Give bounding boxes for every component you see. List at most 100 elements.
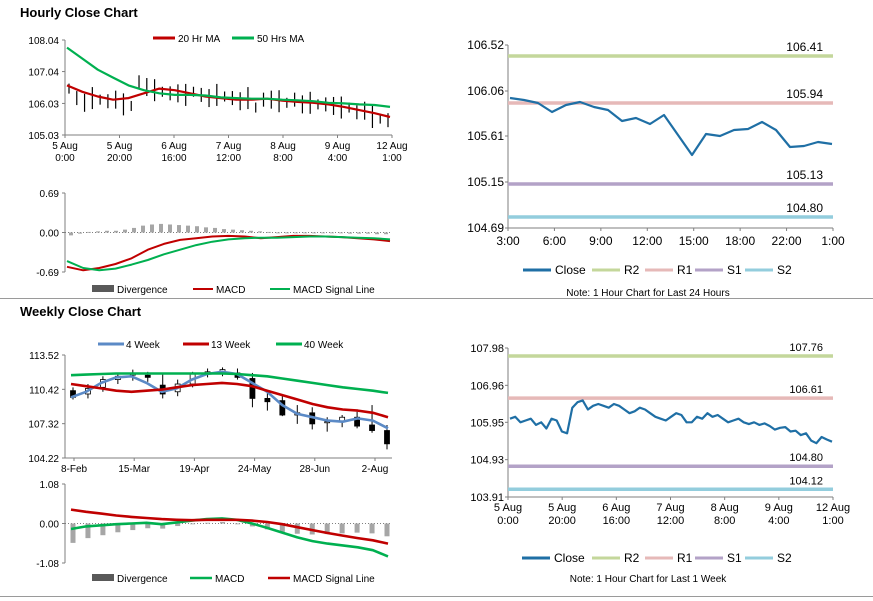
- hourly-price-x-tick-label: 20:00: [107, 153, 132, 164]
- hourly-price-x-tick-label: 4:00: [328, 153, 348, 164]
- hourly-divergence-bar: [267, 231, 271, 233]
- hourly-levels-y-tick-label: 104.69: [467, 221, 504, 235]
- hourly-levels-legend-label: S2: [777, 263, 792, 277]
- weekly-price-x-tick-label: 2-Aug: [362, 464, 389, 475]
- weekly-divergence-bar: [70, 523, 76, 543]
- weekly-macd-legend-label: Divergence: [117, 574, 168, 585]
- weekly-levels-x-tick-label: 7 Aug: [656, 502, 684, 514]
- hourly-divergence-bar: [321, 232, 325, 234]
- bottom-divider: [0, 596, 873, 597]
- weekly-divergence-bar: [145, 523, 151, 529]
- hourly-levels-x-tick-label: 15:00: [679, 234, 709, 248]
- hourly-price-x-tick-label: 6 Aug: [161, 141, 187, 152]
- weekly-divergence-bar: [190, 523, 196, 525]
- hourly-macd-legend-label: MACD: [216, 285, 245, 296]
- weekly-levels-legend-label: R1: [677, 551, 693, 565]
- hourly-divergence-bar: [258, 231, 262, 233]
- weekly-levels-x-tick-label: 12 Aug: [816, 502, 850, 514]
- weekly-price-y-tick-label: 107.32: [28, 420, 59, 431]
- weekly-levels-legend-label: S2: [777, 551, 792, 565]
- hourly-levels-y-tick-label: 105.61: [467, 129, 504, 143]
- hourly-levels-x-tick-label: 6:00: [543, 234, 567, 248]
- weekly-w13-line: [70, 381, 389, 419]
- weekly-levels-r1-level-label: 106.61: [789, 384, 823, 396]
- weekly-levels-x-tick-label: 12:00: [657, 515, 685, 527]
- hourly-price-x-tick-label: 12 Aug: [376, 141, 407, 152]
- weekly-levels-x-tick-label: 8 Aug: [711, 502, 739, 514]
- hourly-levels-y-tick-label: 106.06: [467, 84, 504, 98]
- hourly-divergence-bar: [96, 231, 100, 233]
- hourly-legend-label: 20 Hr MA: [178, 34, 221, 45]
- weekly-candle-body: [144, 374, 151, 378]
- hourly-signal-line: [66, 235, 391, 272]
- hourly-divergence-bar: [276, 232, 280, 234]
- weekly-levels-y-tick-label: 104.93: [470, 455, 504, 467]
- weekly-levels-x-tick-label: 16:00: [603, 515, 631, 527]
- hourly-price-x-tick-label: 5 Aug: [107, 141, 133, 152]
- weekly-price-y-tick-label: 113.52: [29, 351, 59, 362]
- hourly-levels-x-tick-label: 1:00: [821, 234, 845, 248]
- hourly-macd-y-tick-label: 0.69: [40, 189, 60, 200]
- hourly-divergence-bar: [159, 223, 163, 233]
- weekly-divergence-bar: [384, 523, 390, 537]
- hourly-divergence-bar: [303, 232, 307, 234]
- hourly-price-x-tick-label: 1:00: [382, 153, 402, 164]
- hourly-divergence-bar: [231, 229, 235, 233]
- hourly-ma20-line: [66, 84, 391, 119]
- hourly-levels-x-tick-label: 3:00: [496, 234, 520, 248]
- weekly-levels-x-tick-label: 1:00: [822, 515, 843, 527]
- weekly-divergence-bar: [115, 523, 121, 533]
- hourly-divergence-bar: [105, 230, 109, 233]
- weekly-w40-line: [70, 372, 389, 395]
- weekly-macd-legend-label: MACD Signal Line: [293, 574, 375, 585]
- hourly-divergence-bar: [150, 224, 154, 233]
- weekly-divergence-bar: [369, 523, 375, 534]
- hourly-divergence-bar: [285, 232, 289, 234]
- weekly-macd-y-tick-label: -1.08: [36, 559, 59, 570]
- hourly-price-y-tick-label: 106.03: [28, 99, 59, 110]
- weekly-divergence-bar: [279, 523, 285, 532]
- weekly-divergence-bar: [249, 523, 255, 527]
- weekly-legend-label: 13 Week: [211, 340, 251, 351]
- hourly-price-y-tick-label: 107.04: [28, 68, 59, 79]
- hourly-levels-r1-level-label: 105.94: [786, 87, 823, 101]
- weekly-section-title: Weekly Close Chart: [20, 304, 142, 319]
- weekly-divergence-bar: [100, 523, 106, 536]
- hourly-levels-y-tick-label: 106.52: [467, 38, 504, 52]
- hourly-divergence-bar: [240, 230, 244, 233]
- hourly-divergence-bar: [249, 230, 253, 233]
- hourly-levels-note: Note: 1 Hour Chart for Last 24 Hours: [566, 288, 729, 299]
- hourly-divergence-bar: [213, 227, 217, 233]
- hourly-levels-legend-label: Close: [555, 263, 586, 277]
- hourly-price-x-tick-label: 9 Aug: [325, 141, 351, 152]
- weekly-divergence-bar: [220, 522, 226, 524]
- weekly-price-y-tick-label: 104.22: [28, 454, 59, 465]
- weekly-candle-body: [369, 424, 375, 431]
- weekly-price-x-tick-label: 15-Mar: [118, 464, 150, 475]
- hourly-levels-r2-level-label: 106.41: [786, 40, 823, 54]
- weekly-price-x-tick-label: 8-Feb: [61, 464, 88, 475]
- hourly-legend-label: 50 Hrs MA: [257, 34, 305, 45]
- hourly-macd-legend-swatch: [92, 285, 114, 292]
- weekly-levels-x-tick-label: 0:00: [497, 515, 518, 527]
- hourly-divergence-bar: [78, 232, 82, 234]
- weekly-levels-x-tick-label: 8:00: [714, 515, 735, 527]
- weekly-levels-note: Note: 1 Hour Chart for Last 1 Week: [570, 574, 728, 585]
- weekly-levels-y-tick-label: 103.91: [470, 492, 504, 504]
- hourly-price-x-tick-label: 8 Aug: [270, 141, 296, 152]
- hourly-levels-legend-label: R2: [624, 263, 640, 277]
- hourly-levels-x-tick-label: 18:00: [725, 234, 755, 248]
- weekly-levels-r2-level-label: 107.76: [789, 342, 823, 354]
- hourly-levels-legend-label: R1: [677, 263, 693, 277]
- weekly-levels-x-tick-label: 4:00: [768, 515, 789, 527]
- weekly-levels-x-tick-label: 20:00: [548, 515, 576, 527]
- hourly-divergence-bar: [195, 226, 199, 233]
- weekly-levels-x-tick-label: 9 Aug: [765, 502, 793, 514]
- weekly-levels-y-tick-label: 106.96: [470, 380, 504, 392]
- hourly-levels-close-line: [509, 96, 833, 157]
- weekly-levels-x-tick-label: 5 Aug: [494, 502, 522, 514]
- weekly-divergence-bar: [294, 523, 300, 534]
- hourly-price-y-tick-label: 108.04: [28, 36, 59, 47]
- hourly-divergence-bar: [177, 225, 181, 233]
